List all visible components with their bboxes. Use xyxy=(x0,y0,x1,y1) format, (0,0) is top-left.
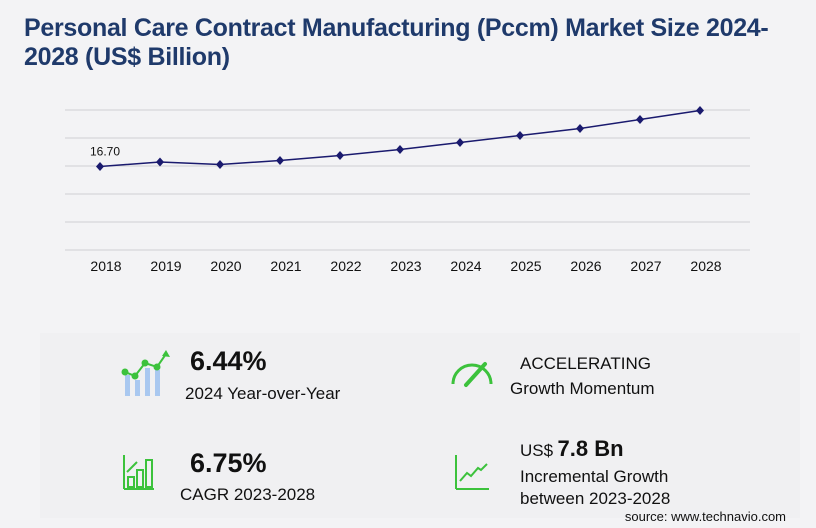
speedometer-icon xyxy=(451,362,493,387)
data-point xyxy=(636,115,644,124)
x-tick-label: 2026 xyxy=(570,258,601,274)
data-point xyxy=(456,138,464,147)
line-chart: 2018 16.70 2019 2020 2021 2022 2023 2024 2025 202… xyxy=(65,106,750,274)
data-point xyxy=(156,157,164,167)
data-point xyxy=(96,162,104,171)
x-tick-label: 2025 xyxy=(510,258,541,274)
x-tick-label: 2028 xyxy=(690,258,721,274)
x-tick-label: 2019 xyxy=(150,258,181,274)
cagr-label: CAGR 2023-2028 xyxy=(180,485,316,504)
data-point xyxy=(396,145,404,154)
data-point xyxy=(696,106,704,115)
yoy-value: 6.44% xyxy=(190,346,267,376)
data-point xyxy=(576,124,584,133)
stats-panel xyxy=(40,333,800,518)
incremental-value-row: US$ 7.8 Bn xyxy=(520,436,624,462)
currency-prefix: US$ xyxy=(520,441,554,460)
data-point xyxy=(336,151,344,160)
incremental-label-1: Incremental Growth xyxy=(520,467,669,486)
trend-chart-icon xyxy=(455,455,489,490)
incremental-value: 7.8 Bn xyxy=(557,436,624,461)
x-tick-label: 2023 xyxy=(390,258,421,274)
x-tick-label: 2022 xyxy=(330,258,361,274)
data-point xyxy=(516,131,524,140)
x-tick-label: 2024 xyxy=(450,258,481,274)
momentum-label: Growth Momentum xyxy=(510,379,655,398)
x-tick-label: 2027 xyxy=(630,258,661,274)
incremental-label-2: between 2023-2028 xyxy=(520,489,671,508)
data-point xyxy=(216,160,224,169)
source-text: source: www.technavio.com xyxy=(624,509,786,524)
growth-bar-chart-icon xyxy=(121,350,170,396)
x-tick-label: 2021 xyxy=(270,258,301,274)
chart-title: Personal Care Contract Manufacturing (Pc… xyxy=(24,14,769,71)
data-point xyxy=(276,156,284,165)
cagr-value: 6.75% xyxy=(190,448,267,478)
x-tick-label: 2020 xyxy=(210,258,241,274)
momentum-value: ACCELERATING xyxy=(520,354,651,373)
data-label: 16.70 xyxy=(90,145,120,159)
yoy-label: 2024 Year-over-Year xyxy=(185,384,341,403)
x-tick-label: 2018 xyxy=(90,258,121,274)
bar-growth-icon xyxy=(123,455,154,490)
